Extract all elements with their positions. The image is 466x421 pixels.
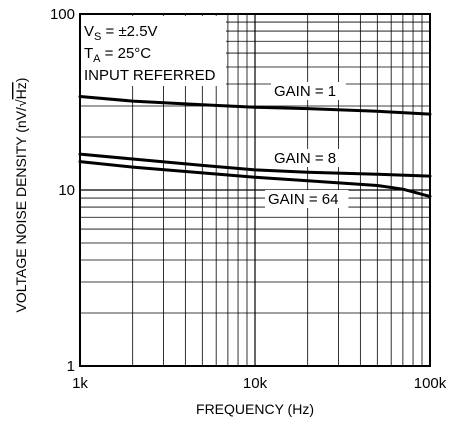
series-line (78, 160, 432, 198)
series-label-background (271, 82, 346, 100)
x-tick-label: 10k (243, 375, 268, 392)
annotation-vs: VS = ±2.5V (84, 23, 158, 43)
y-axis-title-text: VOLTAGE NOISE DENSITY (nV/√Hz) (13, 78, 29, 313)
annotation-input-referred: INPUT REFERRED (84, 67, 216, 84)
series-label: GAIN = 64 (268, 191, 338, 208)
annotation-background (79, 16, 226, 86)
series-line (78, 152, 432, 178)
series-label: GAIN = 1 (274, 83, 336, 100)
sqrt-symbol: √ (13, 99, 29, 107)
series-layer (78, 95, 432, 198)
y-axis-title: VOLTAGE NOISE DENSITY (nV/√Hz) (13, 78, 29, 313)
y-tick-label: 1 (67, 358, 75, 375)
series-labels: GAIN = 1 GAIN = 8 GAIN = 64 (265, 82, 349, 208)
y-tick-label: 100 (50, 6, 75, 23)
annotation-ta: TA = 25°C (84, 45, 151, 65)
series-label-background (271, 149, 346, 167)
x-axis-title: FREQUENCY (Hz) (196, 401, 314, 417)
series-line (78, 95, 432, 116)
conditions-annotation: VS = ±2.5V TA = 25°C INPUT REFERRED (79, 16, 226, 86)
tick-labels: 1k 10k 100k 1 10 100 (50, 6, 447, 392)
x-tick-label: 100k (414, 375, 447, 392)
series-label: GAIN = 8 (274, 150, 336, 167)
x-tick-label: 1k (72, 375, 88, 392)
plot-frame (79, 13, 431, 367)
y-tick-label: 10 (58, 182, 75, 199)
series-label-background (265, 190, 349, 208)
